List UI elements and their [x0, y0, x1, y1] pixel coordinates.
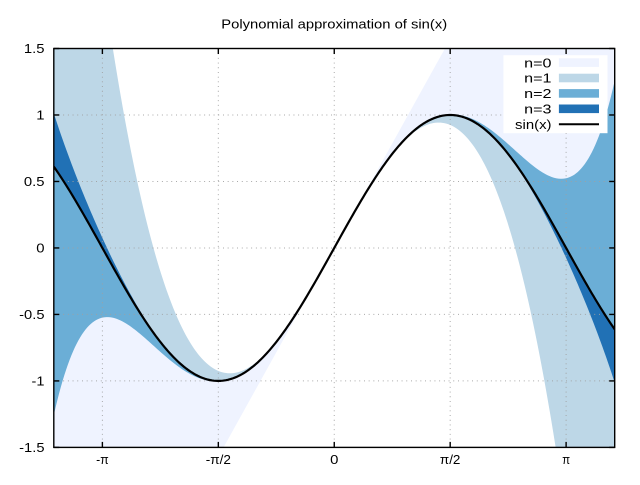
- svg-text:-0.5: -0.5: [19, 307, 44, 322]
- svg-text:0: 0: [36, 241, 44, 256]
- svg-text:0: 0: [330, 452, 338, 467]
- svg-text:n=2: n=2: [524, 86, 551, 101]
- svg-text:0.5: 0.5: [24, 174, 45, 189]
- svg-text:Polynomial approximation of si: Polynomial approximation of sin(x): [221, 17, 447, 32]
- svg-text:n=1: n=1: [524, 71, 551, 86]
- svg-text:n=0: n=0: [524, 55, 551, 70]
- svg-text:1.5: 1.5: [24, 41, 45, 56]
- svg-text:-1.5: -1.5: [19, 440, 44, 455]
- svg-text:sin(x): sin(x): [515, 117, 551, 132]
- svg-text:n=3: n=3: [524, 102, 551, 117]
- svg-text:-1: -1: [32, 374, 45, 389]
- svg-text:π: π: [562, 452, 570, 467]
- svg-text:-π: -π: [96, 452, 109, 467]
- svg-text:-π/2: -π/2: [206, 452, 231, 467]
- svg-text:1: 1: [36, 108, 44, 123]
- svg-text:π/2: π/2: [440, 452, 460, 467]
